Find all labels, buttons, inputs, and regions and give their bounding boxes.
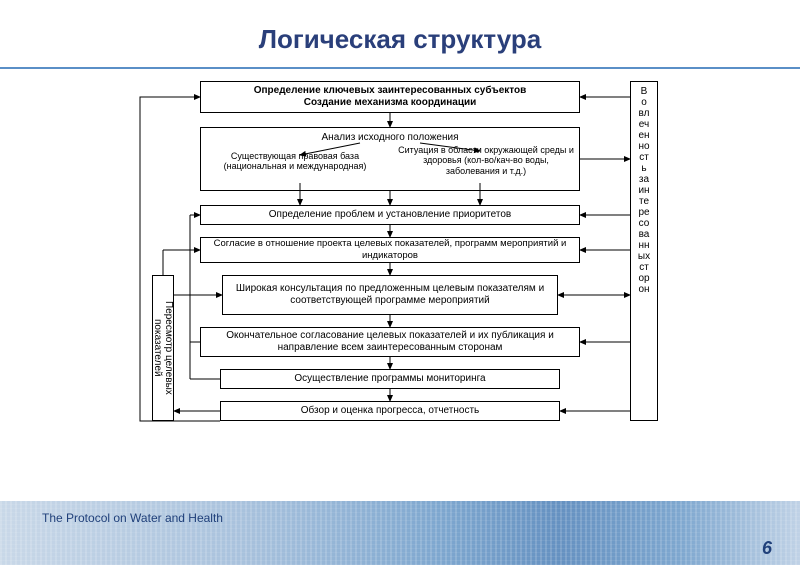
- box-stakeholders: Определение ключевых заинтересованных су…: [200, 81, 580, 113]
- flowchart: Определение ключевых заинтересованных су…: [0, 77, 800, 457]
- box-final-approval: Окончательное согласование целевых показ…: [200, 327, 580, 357]
- page-title: Логическая структура: [0, 0, 800, 67]
- box-consultation: Широкая консультация по предложенным цел…: [222, 275, 558, 315]
- box-review: Обзор и оценка прогресса, отчетность: [220, 401, 560, 421]
- box-priorities: Определение проблем и установление приор…: [200, 205, 580, 225]
- box-monitoring: Осуществление программы мониторинга: [220, 369, 560, 389]
- box2-right-text: Ситуация в области окружающей среды и зд…: [398, 145, 574, 176]
- box-draft-agreement: Согласие в отношение проекта целевых пок…: [200, 237, 580, 263]
- box2-left-text: Существующая правовая база (национальная…: [210, 151, 380, 172]
- page-number: 6: [762, 538, 772, 559]
- title-divider: [0, 67, 800, 69]
- box1-line2: Создание механизма координации: [304, 97, 477, 110]
- box-revise-targets: Пересмотр целевых показателей: [152, 275, 174, 421]
- rightv-text: Вовлеченностьзаинтересованныхсторон: [638, 86, 650, 295]
- footer-protocol-text: The Protocol on Water and Health: [42, 511, 223, 525]
- box-stakeholder-involvement: Вовлеченностьзаинтересованныхсторон: [630, 81, 658, 421]
- box2-title: Анализ исходного положения: [322, 132, 459, 145]
- box1-line1: Определение ключевых заинтересованных су…: [254, 85, 527, 98]
